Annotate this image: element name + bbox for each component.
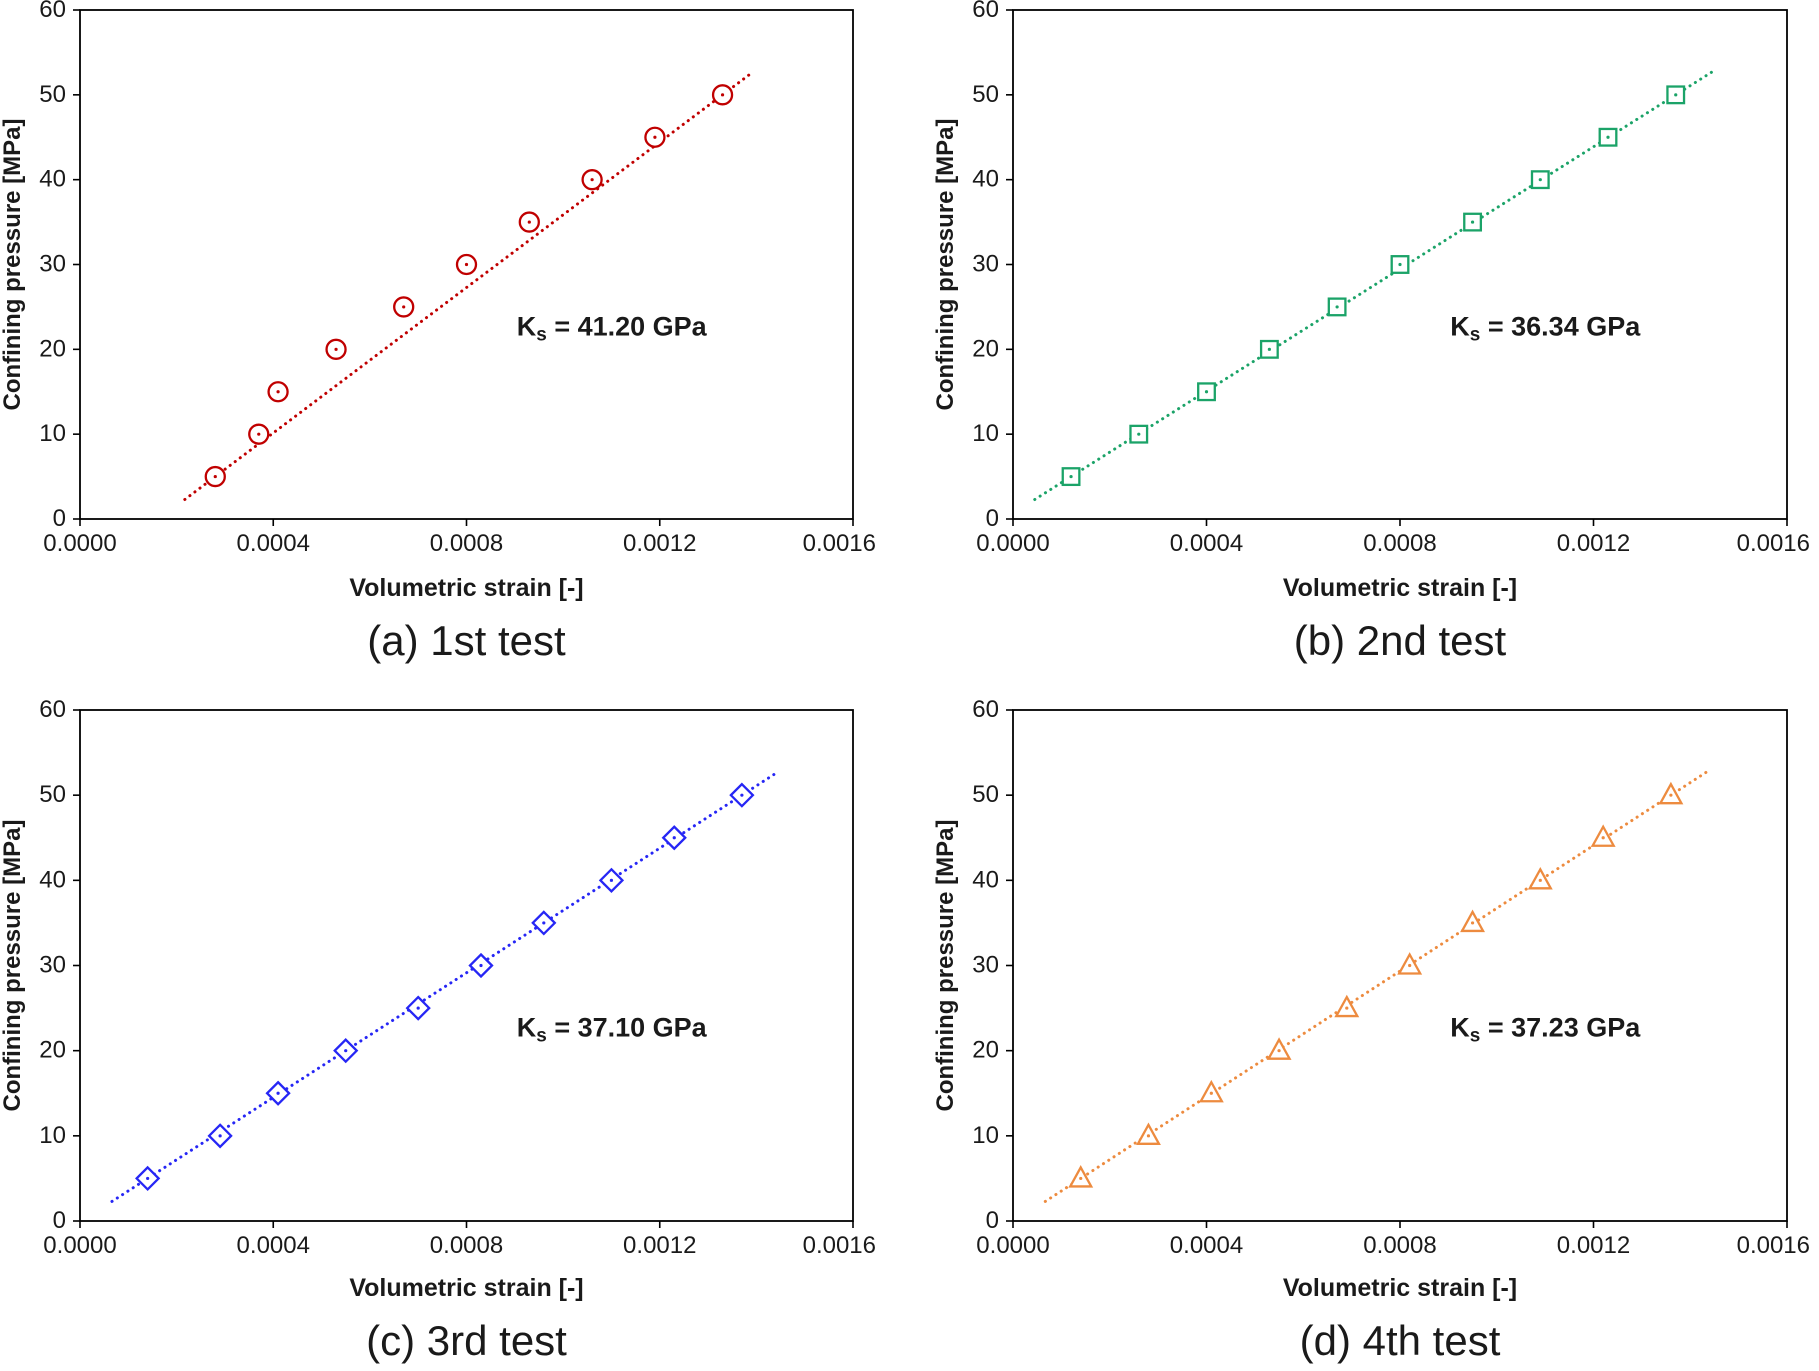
svg-text:10: 10: [972, 1122, 999, 1149]
svg-text:0.0004: 0.0004: [237, 530, 310, 557]
svg-text:(c) 3rd test: (c) 3rd test: [366, 1317, 567, 1364]
svg-text:20: 20: [39, 335, 66, 362]
svg-text:0.0000: 0.0000: [43, 530, 116, 557]
svg-text:10: 10: [39, 1122, 66, 1149]
svg-text:0.0008: 0.0008: [1363, 530, 1436, 557]
svg-text:30: 30: [39, 952, 66, 979]
svg-text:0.0012: 0.0012: [1557, 530, 1630, 557]
svg-text:Volumetric strain [-]: Volumetric strain [-]: [1283, 1274, 1517, 1302]
svg-text:60: 60: [39, 0, 66, 23]
svg-text:0.0004: 0.0004: [1170, 530, 1243, 557]
svg-text:0.0008: 0.0008: [430, 1232, 503, 1259]
svg-text:(b) 2nd test: (b) 2nd test: [1294, 617, 1507, 664]
svg-text:0.0012: 0.0012: [1557, 1232, 1630, 1259]
svg-text:0.0004: 0.0004: [1170, 1232, 1243, 1259]
svg-text:0.0016: 0.0016: [803, 530, 876, 557]
svg-text:Confining pressure [MPa]: Confining pressure [MPa]: [932, 819, 959, 1111]
svg-text:Confining pressure [MPa]: Confining pressure [MPa]: [0, 819, 26, 1111]
svg-text:0: 0: [53, 1207, 66, 1234]
svg-text:(d) 4th test: (d) 4th test: [1300, 1317, 1501, 1364]
svg-text:0.0016: 0.0016: [1737, 530, 1810, 557]
svg-text:40: 40: [972, 166, 999, 193]
svg-text:10: 10: [972, 420, 999, 447]
svg-text:Confining pressure [MPa]: Confining pressure [MPa]: [932, 118, 959, 410]
svg-text:Volumetric strain [-]: Volumetric strain [-]: [349, 1274, 583, 1302]
svg-text:40: 40: [39, 166, 66, 193]
svg-text:0: 0: [986, 1207, 999, 1234]
svg-text:30: 30: [972, 952, 999, 979]
svg-text:0.0008: 0.0008: [1363, 1232, 1436, 1259]
svg-text:10: 10: [39, 420, 66, 447]
svg-text:20: 20: [39, 1037, 66, 1064]
svg-text:30: 30: [972, 251, 999, 278]
svg-text:50: 50: [39, 81, 66, 108]
svg-text:60: 60: [972, 0, 999, 23]
svg-text:Ks = 37.23 GPa: Ks = 37.23 GPa: [1450, 1013, 1641, 1047]
svg-text:(a) 1st test: (a) 1st test: [367, 617, 566, 664]
svg-text:Volumetric strain [-]: Volumetric strain [-]: [349, 574, 583, 602]
svg-text:0.0000: 0.0000: [976, 530, 1049, 557]
svg-text:0.0000: 0.0000: [43, 1232, 116, 1259]
svg-text:0.0008: 0.0008: [430, 530, 503, 557]
svg-text:Confining pressure [MPa]: Confining pressure [MPa]: [0, 118, 26, 410]
svg-text:Ks = 37.10 GPa: Ks = 37.10 GPa: [517, 1013, 708, 1047]
svg-text:0.0000: 0.0000: [976, 1232, 1049, 1259]
svg-text:0.0016: 0.0016: [1737, 1232, 1810, 1259]
svg-text:50: 50: [39, 781, 66, 808]
svg-text:0.0004: 0.0004: [237, 1232, 310, 1259]
svg-text:40: 40: [39, 866, 66, 893]
svg-text:60: 60: [39, 696, 66, 723]
svg-text:0.0016: 0.0016: [803, 1232, 876, 1259]
svg-text:40: 40: [972, 866, 999, 893]
svg-text:0.0012: 0.0012: [623, 1232, 696, 1259]
svg-text:Ks = 36.34 GPa: Ks = 36.34 GPa: [1450, 311, 1641, 345]
svg-text:Ks = 41.20 GPa: Ks = 41.20 GPa: [517, 311, 708, 345]
svg-text:20: 20: [972, 1037, 999, 1064]
svg-text:20: 20: [972, 335, 999, 362]
svg-text:Volumetric strain [-]: Volumetric strain [-]: [1283, 574, 1517, 602]
svg-text:0.0012: 0.0012: [623, 530, 696, 557]
svg-text:0: 0: [986, 505, 999, 532]
svg-text:50: 50: [972, 81, 999, 108]
svg-text:50: 50: [972, 781, 999, 808]
svg-text:0: 0: [53, 505, 66, 532]
svg-text:60: 60: [972, 696, 999, 723]
svg-text:30: 30: [39, 251, 66, 278]
